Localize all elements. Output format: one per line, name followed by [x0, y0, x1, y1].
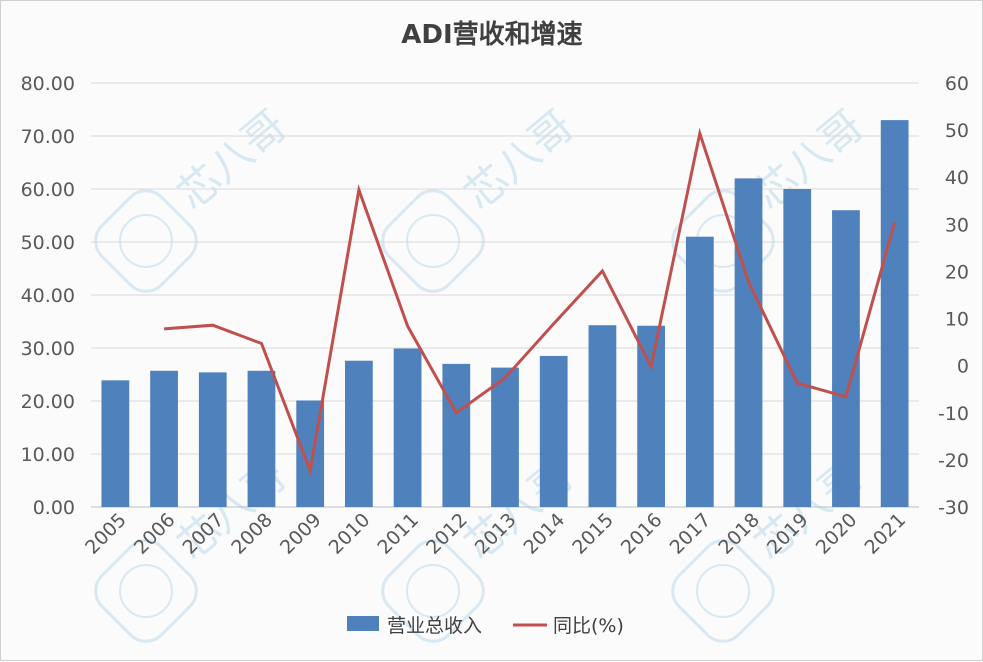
watermark-text: 芯八哥 [168, 101, 296, 220]
right-axis-tick-label: 50 [945, 120, 969, 142]
watermark-logo: 芯八哥 [381, 101, 583, 293]
right-axis-tick-label: 20 [945, 261, 969, 283]
bar-series [101, 120, 909, 507]
legend-swatch-revenue [347, 616, 379, 631]
watermark-ring-icon [406, 564, 460, 618]
x-axis-tick-label: 2015 [568, 509, 618, 559]
bar-revenue-2013 [491, 367, 519, 507]
bar-revenue-2012 [442, 363, 471, 507]
bar-revenue-2021 [880, 120, 909, 507]
x-axis-tick-label: 2005 [81, 509, 131, 559]
bar-revenue-2016 [637, 325, 665, 507]
legend: 营业总收入 同比(%) [347, 615, 624, 637]
bar-revenue-2019 [783, 189, 812, 507]
right-axis-tick-label: 30 [945, 214, 969, 236]
watermark-logo: 芯八哥 [94, 101, 296, 293]
bar-revenue-2007 [198, 372, 227, 507]
x-axis-tick-label: 2009 [276, 509, 326, 559]
legend-label-revenue: 营业总收入 [387, 615, 482, 637]
bar-revenue-2018 [734, 178, 763, 507]
right-axis-tick-label: 0 [957, 356, 969, 378]
bar-revenue-2005 [101, 380, 130, 507]
line-growth-rate [163, 127, 897, 477]
left-axis-tick-label: 50.00 [21, 232, 75, 254]
bar-revenue-2010 [345, 360, 373, 507]
watermark-badge-icon [671, 539, 775, 643]
left-axis-tick-label: 40.00 [21, 285, 75, 307]
line-series [163, 127, 897, 477]
watermark-badge-icon [94, 539, 198, 643]
watermark-badge-icon [94, 189, 198, 293]
bar-revenue-2017 [685, 236, 714, 507]
x-axis-tick-label: 2010 [325, 509, 375, 559]
x-axis-tick-label: 2021 [860, 509, 910, 559]
watermark-ring-icon [696, 564, 750, 618]
bar-revenue-2008 [247, 370, 276, 507]
right-axis-tick-label: 60 [945, 73, 969, 95]
watermark-badge-icon [381, 189, 485, 293]
left-axis-tick-label: 70.00 [21, 126, 75, 148]
right-axis-tick-label: -30 [938, 497, 969, 519]
watermark-text: 芯八哥 [455, 101, 583, 220]
right-axis-ticks: -30 -20 -10 0 10 20 30 40 50 60 [938, 73, 969, 519]
watermark-ring-icon [406, 214, 460, 268]
left-axis-ticks: 0.00 10.00 20.00 30.00 40.00 50.00 60.00 70.00 8… [21, 73, 75, 519]
bar-revenue-2011 [393, 348, 422, 507]
left-axis-tick-label: 20.00 [21, 391, 75, 413]
chart-title: ADI营收和增速 [401, 19, 582, 50]
bar-revenue-2015 [588, 325, 617, 507]
left-axis-tick-label: 10.00 [21, 444, 75, 466]
watermark-ring-icon [119, 564, 173, 618]
x-axis-tick-label: 2017 [666, 509, 716, 559]
right-axis-tick-label: 10 [945, 309, 969, 331]
bar-revenue-2006 [150, 370, 178, 507]
left-axis-tick-label: 60.00 [21, 179, 75, 201]
right-axis-tick-label: 40 [945, 167, 969, 189]
watermark-badge-icon [381, 539, 485, 643]
legend-label-growth: 同比(%) [553, 615, 624, 637]
right-axis-tick-label: -10 [938, 403, 969, 425]
left-axis-tick-label: 0.00 [33, 497, 75, 519]
left-axis-tick-label: 30.00 [21, 338, 75, 360]
x-axis-tick-label: 2011 [373, 509, 423, 559]
left-axis-tick-label: 80.00 [21, 73, 75, 95]
x-axis-tick-label: 2016 [617, 509, 667, 559]
watermark-ring-icon [119, 214, 173, 268]
right-axis-tick-label: -20 [938, 450, 969, 472]
bar-revenue-2014 [539, 355, 568, 507]
